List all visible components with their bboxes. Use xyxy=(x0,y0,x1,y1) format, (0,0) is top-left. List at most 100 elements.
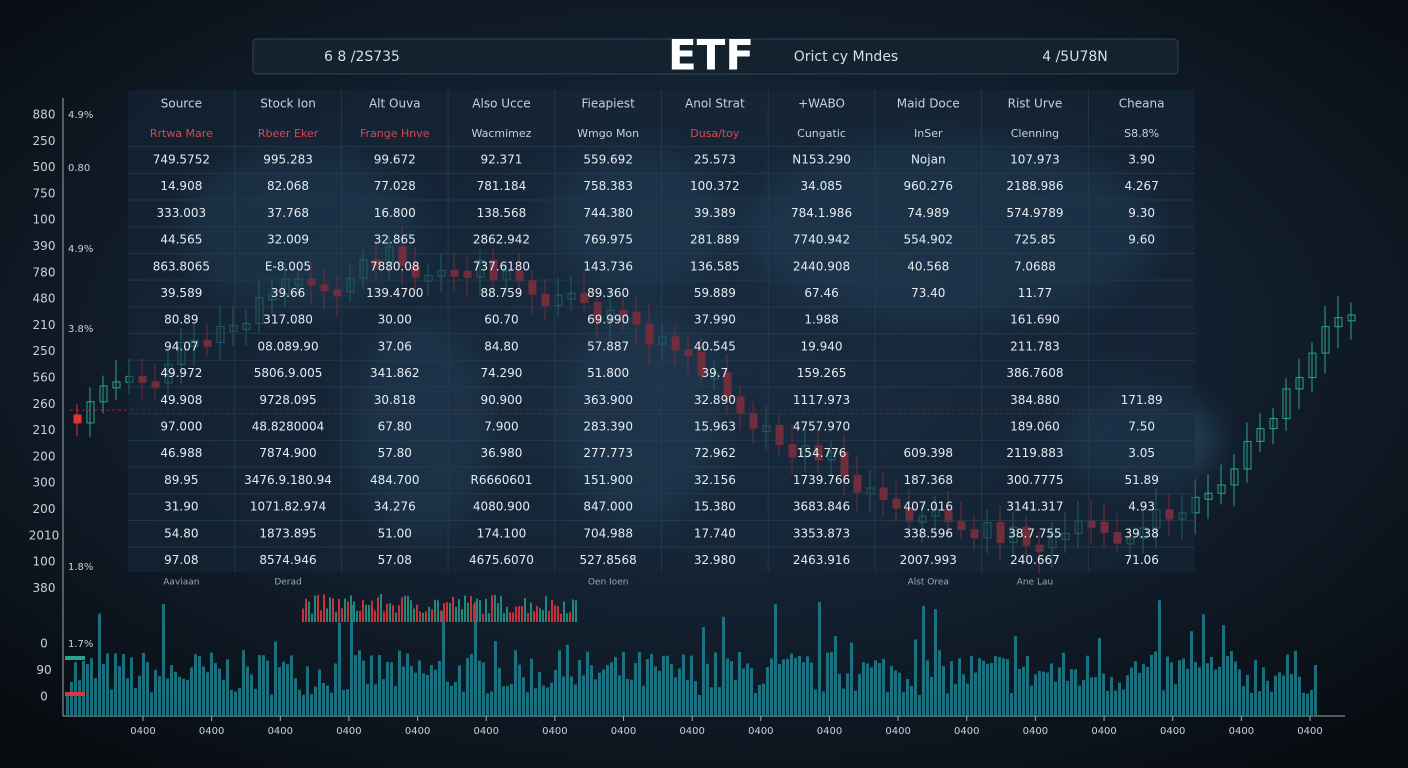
table-cell: 39.66 xyxy=(271,286,305,300)
mini-bar xyxy=(500,595,502,622)
column-header: Stock Ion xyxy=(260,97,316,111)
mini-bar xyxy=(554,605,556,622)
mini-bar xyxy=(560,613,562,622)
volume-bar xyxy=(1066,680,1069,715)
volume-bar xyxy=(210,652,213,715)
volume-bar xyxy=(614,656,617,715)
volume-bar xyxy=(118,666,121,715)
table-cell: 67.80 xyxy=(378,420,412,434)
mini-bar xyxy=(488,613,490,622)
candle-body xyxy=(86,401,95,424)
volume-bar xyxy=(226,659,229,715)
bottom-axis-label: 0400 xyxy=(1091,726,1116,737)
volume-bar xyxy=(1258,691,1261,715)
volume-bar xyxy=(826,652,829,715)
table-cell: 1873.895 xyxy=(259,526,316,540)
volume-bar xyxy=(618,675,621,715)
volume-bar xyxy=(1030,685,1033,715)
volume-bar xyxy=(222,680,225,715)
mini-bar xyxy=(485,598,487,622)
table-cell: 995.283 xyxy=(263,153,313,167)
volume-bar xyxy=(542,685,545,715)
volume-bar xyxy=(322,683,325,715)
mini-bar xyxy=(521,606,523,622)
table-cell: 30.818 xyxy=(374,393,416,407)
mini-bar xyxy=(473,604,475,622)
column-subheader: Frange Hnve xyxy=(360,127,430,140)
mini-bar xyxy=(437,600,439,622)
table-cell: 32.009 xyxy=(267,233,309,247)
volume-bar xyxy=(1058,667,1061,715)
volume-bar xyxy=(1110,676,1113,715)
volume-bar xyxy=(1134,661,1137,715)
table-cell: 2463.916 xyxy=(793,553,850,567)
volume-bar xyxy=(1306,693,1309,715)
volume-bar xyxy=(818,602,821,715)
mini-bar xyxy=(389,603,391,622)
table-cell: 60.70 xyxy=(484,313,518,327)
volume-bar xyxy=(458,665,461,715)
volume-bar xyxy=(1146,666,1149,715)
table-cell: E-8.005 xyxy=(265,259,311,273)
volume-bar xyxy=(158,676,161,715)
volume-bar xyxy=(850,642,853,715)
table-cell: 69.990 xyxy=(587,313,629,327)
table-cell: 89.360 xyxy=(587,286,629,300)
volume-bar xyxy=(1098,638,1101,715)
volume-bar xyxy=(1118,682,1121,715)
volume-bar xyxy=(150,692,153,715)
column-subheader: InSer xyxy=(914,127,943,140)
left-axis-label: 380 xyxy=(33,581,56,595)
volume-bar xyxy=(510,684,513,715)
table-cell: 32.890 xyxy=(694,393,736,407)
candle-body xyxy=(1282,388,1291,420)
volume-bar xyxy=(830,651,833,715)
volume-bar xyxy=(714,652,717,715)
volume-bar xyxy=(454,681,457,715)
mini-bar xyxy=(395,612,397,622)
volume-bar xyxy=(690,655,693,715)
bottom-axis-label: 0400 xyxy=(679,726,704,737)
volume-bar xyxy=(578,660,581,715)
volume-bar xyxy=(1310,689,1313,715)
volume-bar xyxy=(914,639,917,715)
volume-bar xyxy=(146,662,149,715)
volume-bar xyxy=(570,676,573,715)
volume-bar xyxy=(1018,669,1021,715)
table-cell: 1071.82.974 xyxy=(250,500,326,514)
table-cell: 37.06 xyxy=(378,339,412,353)
table-cell: 744.380 xyxy=(583,206,633,220)
mini-bar xyxy=(341,608,343,622)
volume-bar xyxy=(430,665,433,715)
table-cell: 3.90 xyxy=(1128,153,1155,167)
mini-bar xyxy=(506,606,508,622)
volume-bar xyxy=(434,669,437,715)
volume-bar xyxy=(70,681,73,715)
left-axis-label: 780 xyxy=(33,265,56,279)
table-cell: 94.07 xyxy=(164,339,198,353)
table-cell: 863.8065 xyxy=(153,259,210,273)
volume-bar xyxy=(198,656,201,715)
table-cell: 574.9789 xyxy=(1006,206,1063,220)
legend-swatch xyxy=(65,656,85,660)
table-cell: 51.800 xyxy=(587,366,629,380)
volume-bar xyxy=(402,666,405,715)
table-cell: 32.980 xyxy=(694,553,736,567)
volume-bar xyxy=(694,681,697,715)
volume-bar xyxy=(286,664,289,715)
volume-bar xyxy=(574,684,577,715)
table-cell: 737.6180 xyxy=(473,259,530,273)
mini-bar xyxy=(371,600,373,622)
volume-bar xyxy=(1010,693,1013,715)
mini-bar xyxy=(536,605,538,622)
volume-bar xyxy=(350,604,353,715)
volume-bar xyxy=(102,664,105,715)
table-cell: 704.988 xyxy=(583,526,633,540)
table-cell: 7874.900 xyxy=(259,446,316,460)
volume-bar xyxy=(902,692,905,715)
volume-bar xyxy=(538,672,541,715)
mini-bar xyxy=(539,608,541,622)
mini-bar xyxy=(335,611,337,622)
volume-bar xyxy=(1246,674,1249,715)
